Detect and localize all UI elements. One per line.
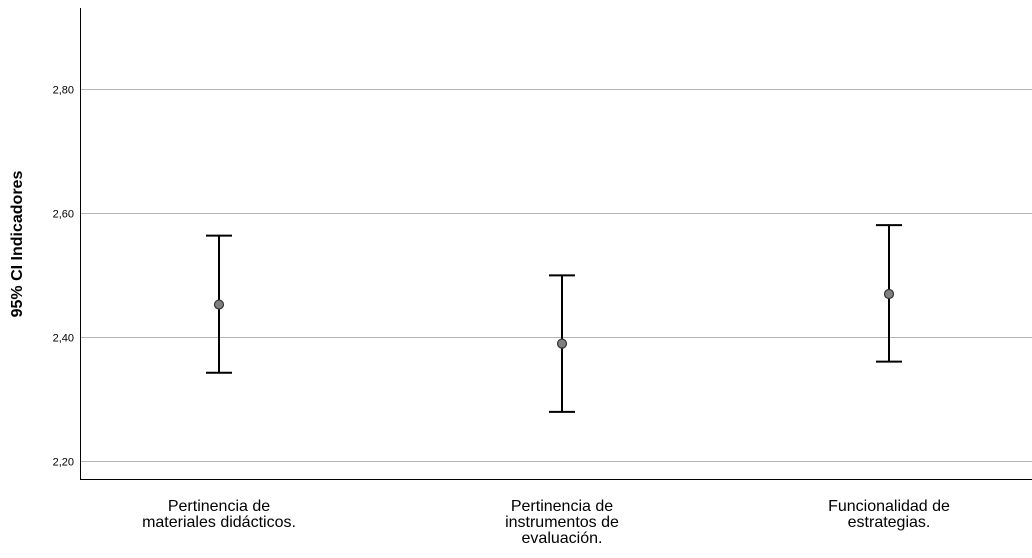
- y-tick-label: 2,80: [53, 85, 74, 97]
- gridlines: [80, 89, 1032, 462]
- y-tick-label: 2,20: [53, 457, 74, 469]
- mean-point: [556, 338, 568, 349]
- category-label-line: instrumentos de: [505, 514, 619, 531]
- y-tick-label: 2,60: [53, 209, 74, 221]
- category-labels: Pertinencia de materiales didácticos.Pert…: [142, 498, 950, 547]
- y-tick-labels: 2,20 2,40 2,60 2,80: [53, 85, 74, 469]
- mean-point: [883, 288, 895, 300]
- category-label: Pertinencia de materiales didácticos.: [142, 498, 296, 531]
- category-label-line: materiales didácticos.: [142, 514, 296, 531]
- category-label-line: Pertinencia de: [168, 498, 270, 515]
- y-axis-title: 95% CI Indicadores: [9, 171, 26, 318]
- category-label: Funcionalidad de estrategias.: [828, 498, 950, 531]
- axes: [80, 8, 1032, 480]
- category-label-line: Pertinencia de: [511, 498, 613, 515]
- mean-point: [213, 299, 225, 310]
- category-label-line: evaluación.: [522, 530, 603, 547]
- y-tick-label: 2,40: [53, 333, 74, 345]
- error-bar: [549, 274, 575, 413]
- error-bar: [206, 234, 232, 374]
- error-bar: [876, 224, 902, 363]
- error-bars: [206, 224, 902, 413]
- category-label: Pertinencia de instrumentos de evaluación.: [505, 498, 619, 547]
- category-label-line: Funcionalidad de: [828, 498, 950, 515]
- category-label-line: estrategias.: [848, 514, 931, 531]
